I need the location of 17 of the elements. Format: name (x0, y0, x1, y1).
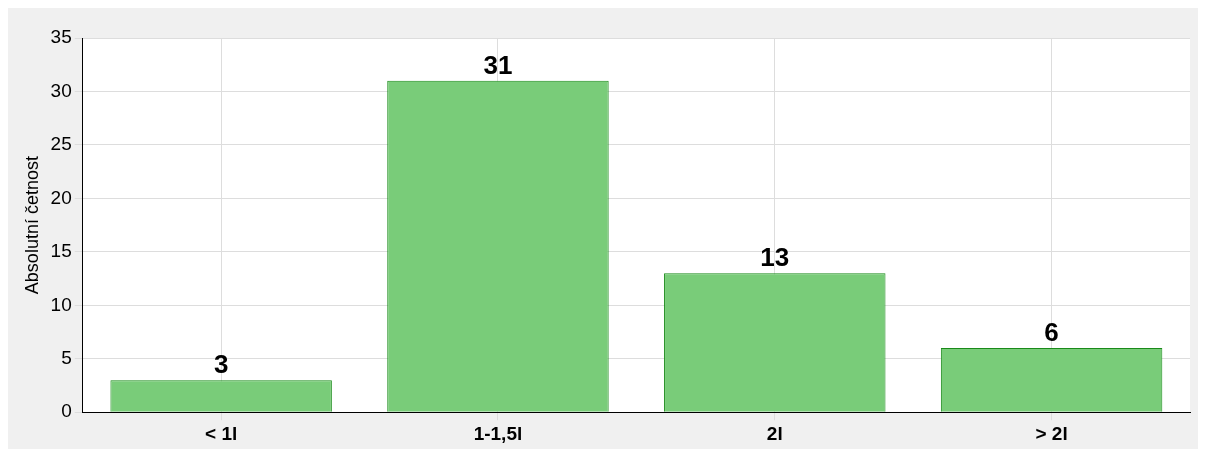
y-axis-title: Absolutní četnost (21, 156, 42, 295)
data-label: 3 (213, 349, 229, 380)
y-tick-label: 5 (61, 346, 72, 368)
y-tick-label: 35 (50, 26, 72, 48)
y-tick-label: 0 (61, 400, 72, 422)
y-tick-label: 30 (50, 79, 72, 101)
x-tick-label: < 1l (205, 422, 238, 444)
y-tick-label: 25 (50, 133, 72, 155)
x-tick-label: 2l (766, 422, 783, 444)
data-label: 13 (760, 242, 790, 273)
x-tick-label: > 2l (1035, 422, 1068, 444)
y-tick-label: 15 (50, 240, 72, 262)
y-tick-label: 20 (50, 186, 72, 208)
x-tick-label: 1-1,5l (473, 422, 523, 444)
y-tick-label: 10 (50, 293, 72, 315)
data-label: 6 (1044, 317, 1059, 348)
data-label: 31 (483, 49, 513, 80)
